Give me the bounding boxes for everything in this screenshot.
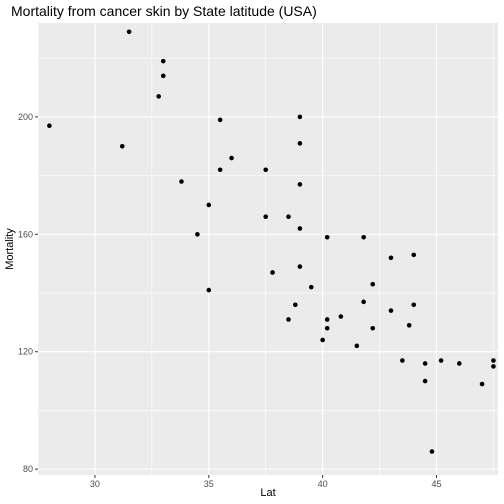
data-point [324,234,330,240]
data-point [429,449,435,454]
chart-title: Mortality from cancer skin by State lati… [11,3,317,19]
x-axis-label: Lat [260,487,275,499]
data-point [160,73,166,79]
data-point [324,325,330,331]
x-tick-label: 45 [432,479,442,489]
data-point [229,155,234,161]
data-point [156,94,161,99]
x-tick-label: 35 [204,479,214,489]
axis-ticks [35,116,438,478]
data-point [456,361,462,366]
data-point [297,141,303,146]
plot-panel [38,23,498,475]
data-point [297,114,303,120]
data-point [361,299,366,305]
data-point [411,252,417,258]
data-point [491,364,496,369]
data-point [47,123,52,129]
data-point [388,308,394,313]
data-point [217,167,223,173]
data-point [370,281,376,287]
data-point [263,167,269,173]
x-tick-label: 40 [318,479,328,489]
y-tick-label: 160 [18,229,33,239]
data-point [422,378,428,384]
data-point [479,381,485,387]
data-point [422,361,428,366]
data-point [263,214,269,220]
y-axis-label: Mortality [4,228,16,270]
data-point [286,317,291,322]
data-point [370,325,376,331]
data-point [438,358,444,363]
data-point [388,255,394,261]
data-point [293,302,298,308]
data-point [324,317,330,322]
y-tick-label: 120 [18,347,33,357]
data-point [411,302,417,308]
data-point [286,214,291,220]
data-point [206,202,212,208]
x-tick-label: 30 [90,479,100,489]
grid-major [38,23,498,475]
data-point [320,337,325,343]
data-point [354,343,360,349]
data-point [297,226,303,231]
data-point [400,358,405,363]
data-point [361,234,366,240]
y-tick-label: 200 [18,112,33,122]
data-point [119,143,125,149]
tick-labels: 30 35 40 45 80 120 160 200 [18,112,442,489]
data-point [206,287,212,293]
data-point [126,29,132,35]
data-point [491,358,496,363]
data-point [308,284,314,290]
data-point [179,179,184,184]
data-point [297,264,303,269]
data-point [270,270,275,275]
grid-minor [37,23,498,475]
data-points [47,29,496,454]
data-point [406,323,412,328]
y-tick-label: 80 [23,464,33,474]
data-point [160,58,166,64]
data-point [195,232,200,237]
data-point [217,117,223,123]
data-point [338,314,344,319]
data-point [297,182,303,187]
